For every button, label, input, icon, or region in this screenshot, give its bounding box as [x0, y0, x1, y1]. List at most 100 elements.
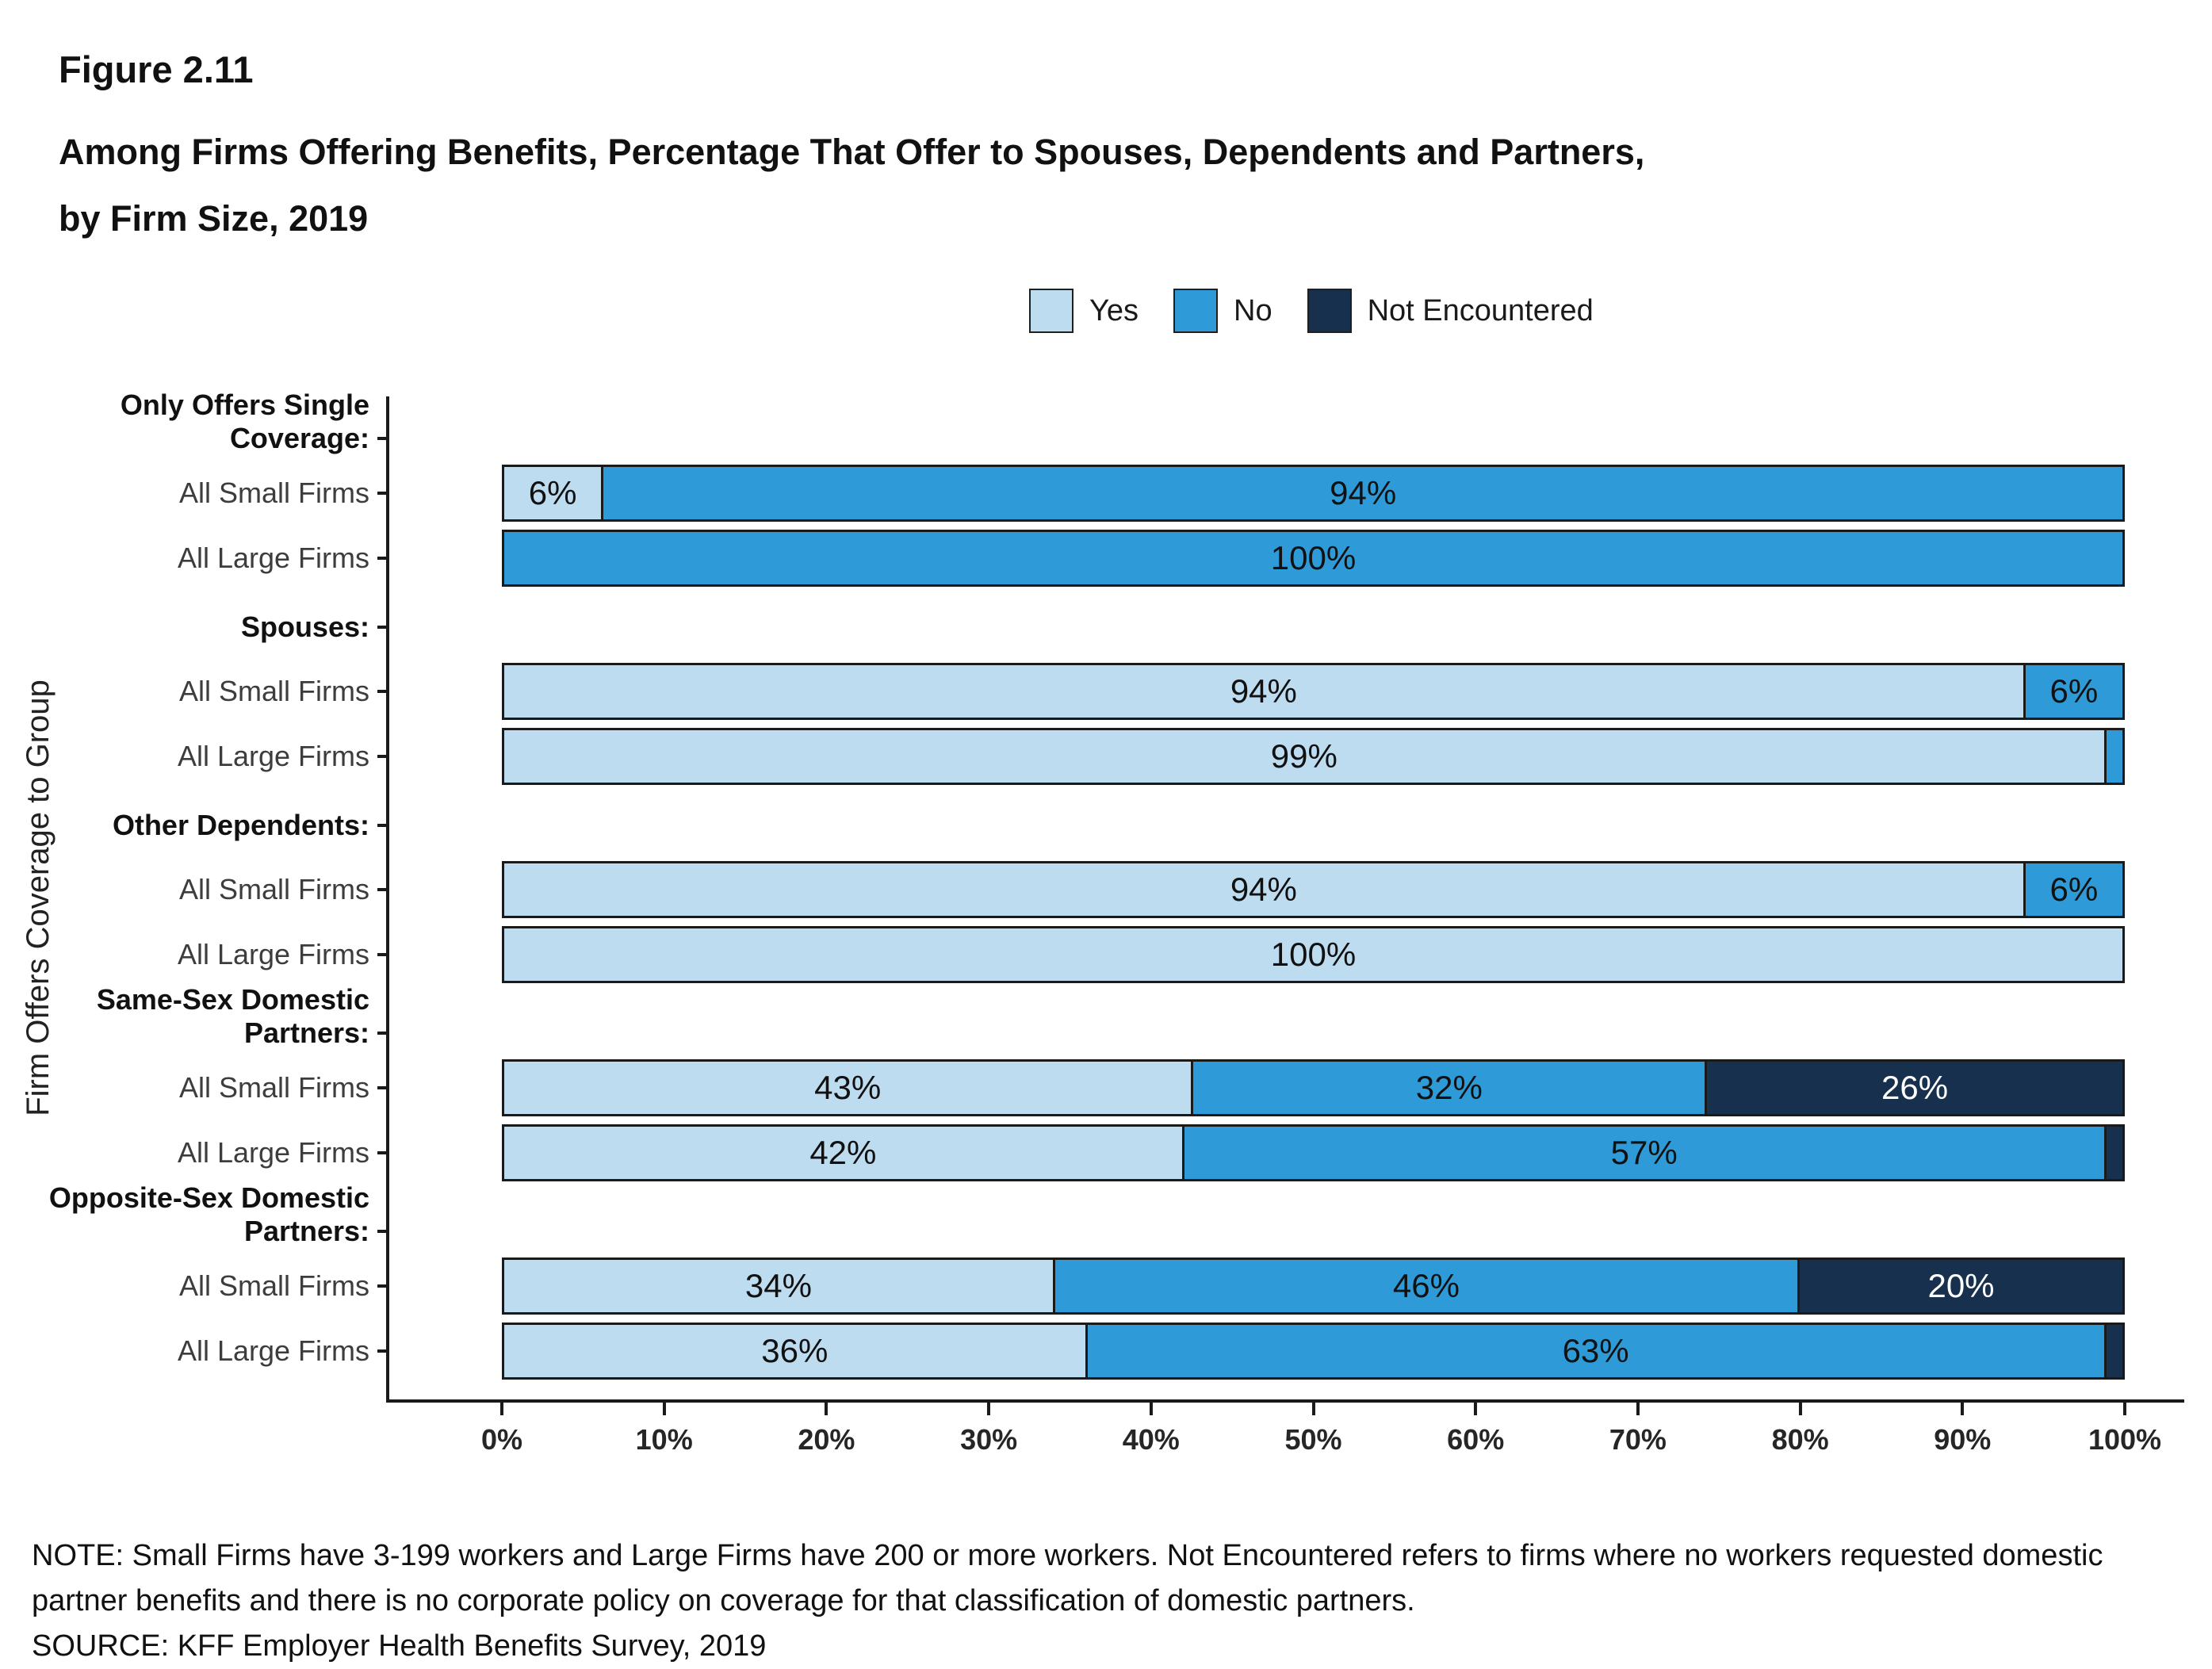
- bar-row: All Small Firms 43% 32% 26%: [0, 1059, 2177, 1124]
- bar-row-label-cell: All Small Firms: [0, 861, 388, 918]
- bar-segment-no: 32%: [1191, 1062, 1705, 1114]
- bar-segment-no: 57%: [1181, 1127, 2104, 1179]
- bar-segment-label: 100%: [1270, 936, 1357, 973]
- y-axis-line: [386, 396, 389, 1403]
- bar-cell: 99%: [388, 728, 2177, 793]
- figure-title-line1: Among Firms Offering Benefits, Percentag…: [59, 132, 1645, 172]
- x-axis-tick-group: 30%: [960, 1403, 1017, 1457]
- bar-row-label-cell: All Small Firms: [0, 1257, 388, 1315]
- bar-row-label: All Small Firms: [179, 675, 369, 707]
- bar-row-label-cell: All Large Firms: [0, 926, 388, 983]
- x-axis-tick-group: 0%: [481, 1403, 522, 1457]
- x-axis-tick-group: 90%: [1934, 1403, 1991, 1457]
- group-header-row: Spouses:: [0, 595, 2177, 663]
- group-header-label-cell: Same-Sex Domestic Partners:: [0, 983, 388, 1059]
- y-axis-tick: [377, 557, 388, 560]
- x-axis-tick-group: 100%: [2088, 1403, 2161, 1457]
- legend-label: Not Encountered: [1367, 293, 1594, 327]
- bar-segment-no: 94%: [601, 467, 2122, 519]
- bar-segment-not-encountered: [2103, 1127, 2122, 1179]
- group-header-row: Only Offers Single Coverage:: [0, 389, 2177, 465]
- x-axis-tick-mark: [662, 1403, 666, 1415]
- bar-segment-yes: 94%: [504, 863, 2023, 916]
- x-axis-tick-group: 60%: [1447, 1403, 1504, 1457]
- x-axis-tick-label: 70%: [1609, 1423, 1667, 1456]
- bar-segment-label: 94%: [1230, 871, 1297, 908]
- bar-row-label-cell: All Large Firms: [0, 728, 388, 785]
- bar-cell: 34% 46% 20%: [388, 1257, 2177, 1323]
- group-header-label-cell: Other Dependents:: [0, 793, 388, 861]
- bar-segment-not-encountered: 20%: [1797, 1260, 2122, 1312]
- stacked-bar: 43% 32% 26%: [502, 1059, 2125, 1116]
- x-axis-tick-label: 50%: [1284, 1423, 1342, 1456]
- group-header-row: Same-Sex Domestic Partners:: [0, 983, 2177, 1059]
- bar-cell: 100%: [388, 530, 2177, 595]
- bar-segment-label: 26%: [1881, 1069, 1949, 1106]
- figure-title: Among Firms Offering Benefits, Percentag…: [59, 119, 1644, 252]
- bar-row-label: All Small Firms: [179, 873, 369, 905]
- x-axis-tick-group: 80%: [1772, 1403, 1829, 1457]
- y-axis-tick: [377, 626, 388, 629]
- x-axis-tick-group: 20%: [798, 1403, 855, 1457]
- source-line: SOURCE: KFF Employer Health Benefits Sur…: [32, 1629, 767, 1663]
- bar-row: All Large Firms 99%: [0, 728, 2177, 793]
- bar-segment-no: 63%: [1085, 1325, 2104, 1377]
- group-header-label-cell: Only Offers Single Coverage:: [0, 389, 388, 465]
- figure-number: Figure 2.11: [59, 48, 254, 90]
- x-axis-tick-mark: [1798, 1403, 1802, 1415]
- x-axis-tick-group: 70%: [1609, 1403, 1667, 1457]
- bar-segment-no: 6%: [2023, 665, 2122, 718]
- bar-cell: 43% 32% 26%: [388, 1059, 2177, 1124]
- x-axis-tick-label: 20%: [798, 1423, 855, 1456]
- bar-cell: 42% 57%: [388, 1124, 2177, 1189]
- bar-row-label: All Small Firms: [179, 1071, 369, 1104]
- bar-segment-label: 34%: [744, 1267, 812, 1304]
- stacked-bar: 94% 6%: [502, 861, 2125, 918]
- bar-row-label-cell: All Small Firms: [0, 663, 388, 720]
- stacked-bar: 100%: [502, 530, 2125, 587]
- bar-segment-yes: 94%: [504, 665, 2023, 718]
- bar-segment-not-encountered: [2103, 1325, 2122, 1377]
- bar-row: All Large Firms 42% 57%: [0, 1124, 2177, 1189]
- y-axis-tick: [377, 437, 388, 440]
- bar-row: All Large Firms 100%: [0, 926, 2177, 991]
- bar-segment-label: 94%: [1230, 672, 1297, 710]
- x-axis-tick-mark: [2122, 1403, 2126, 1415]
- stacked-bar: 36% 63%: [502, 1323, 2125, 1380]
- x-axis-tick-mark: [1311, 1403, 1315, 1415]
- x-axis-tick-mark: [825, 1403, 829, 1415]
- stacked-bar: 42% 57%: [502, 1124, 2125, 1181]
- bar-row-label-cell: All Large Firms: [0, 1323, 388, 1380]
- legend-label: No: [1234, 293, 1272, 327]
- bar-row: All Small Firms 94% 6%: [0, 861, 2177, 926]
- bar-row-label-cell: All Small Firms: [0, 465, 388, 522]
- y-axis-tick: [377, 1349, 388, 1353]
- legend-label: Yes: [1089, 293, 1139, 327]
- bar-row: All Large Firms 100%: [0, 530, 2177, 595]
- legend: Yes No Not Encountered: [1029, 289, 1628, 333]
- x-axis-tick-label: 10%: [635, 1423, 693, 1456]
- x-axis-tick-label: 40%: [1122, 1423, 1180, 1456]
- y-axis-tick: [377, 690, 388, 693]
- x-axis-tick-label: 80%: [1771, 1423, 1829, 1456]
- group-header-label: Opposite-Sex Domestic Partners:: [48, 1181, 369, 1247]
- bar-segment-label: 99%: [1270, 737, 1338, 775]
- note-line1: NOTE: Small Firms have 3-199 workers and…: [32, 1539, 2103, 1572]
- bar-row: All Small Firms 6% 94%: [0, 465, 2177, 530]
- x-axis-tick-label: 60%: [1447, 1423, 1505, 1456]
- group-header-label-cell: Spouses:: [0, 595, 388, 663]
- legend-swatch-not-encountered: [1307, 289, 1352, 333]
- y-axis-tick: [377, 888, 388, 891]
- bar-cell-empty: [388, 991, 2177, 1059]
- bar-segment-no: 6%: [2023, 863, 2122, 916]
- y-axis-tick: [377, 1230, 388, 1233]
- x-axis-tick-mark: [1961, 1403, 1965, 1415]
- bar-cell-empty: [388, 396, 2177, 465]
- stacked-bar: 6% 94%: [502, 465, 2125, 522]
- bar-segment-label: 94%: [1330, 474, 1397, 511]
- legend-entry: Not Encountered: [1307, 289, 1594, 333]
- bar-segment-not-encountered: 26%: [1705, 1062, 2122, 1114]
- x-axis-line: [386, 1399, 2184, 1403]
- stacked-bar: 100%: [502, 926, 2125, 983]
- bar-segment-no: 46%: [1052, 1260, 1797, 1312]
